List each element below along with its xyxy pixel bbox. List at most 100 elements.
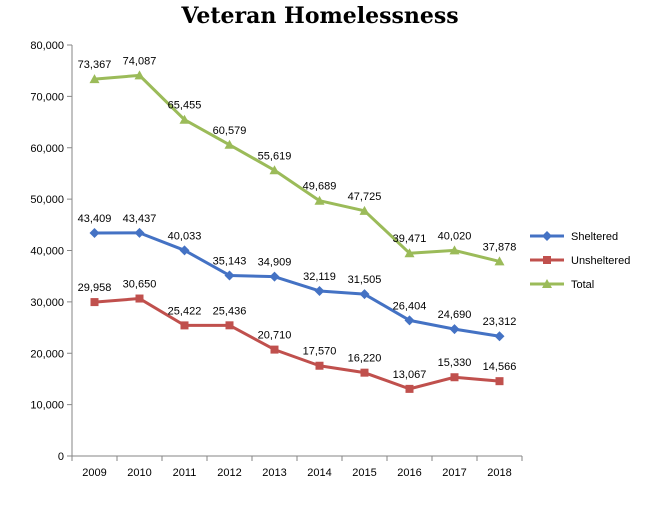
series-layer xyxy=(89,70,505,393)
series-line-unsheltered xyxy=(94,297,500,391)
x-tick-label: 2016 xyxy=(397,467,421,479)
data-label-total: 47,725 xyxy=(348,191,382,203)
data-point-sheltered xyxy=(404,315,415,326)
legend-marker-unsheltered xyxy=(543,256,551,264)
legend-label-total: Total xyxy=(571,279,594,291)
chart-title: Veteran Homelessness xyxy=(180,3,458,29)
legend-item-unsheltered: Unsheltered xyxy=(530,255,630,267)
data-point-sheltered xyxy=(314,285,325,296)
data-label-sheltered: 40,033 xyxy=(168,230,202,242)
y-tick-label: 40,000 xyxy=(30,246,64,258)
data-label-total: 55,619 xyxy=(258,150,292,162)
y-tick-label: 50,000 xyxy=(30,194,64,206)
data-point-unsheltered xyxy=(360,368,369,377)
legend: Sheltered Unsheltered Total xyxy=(530,231,630,291)
data-label-sheltered: 34,909 xyxy=(258,257,292,269)
y-tick-label: 0 xyxy=(58,451,64,463)
axes: 0 10,000 20,000 30,000 40,000 50,000 60,000 70,… xyxy=(30,40,523,479)
data-point-unsheltered xyxy=(90,298,99,307)
x-tick-label: 2010 xyxy=(127,467,151,479)
data-label-total: 73,367 xyxy=(78,59,112,71)
x-tick-label: 2013 xyxy=(262,467,286,479)
data-point-total xyxy=(314,195,325,205)
legend-item-sheltered: Sheltered xyxy=(530,231,618,243)
x-tick-label: 2009 xyxy=(82,467,106,479)
data-label-total: 40,020 xyxy=(438,230,472,242)
legend-item-total: Total xyxy=(530,279,594,291)
data-point-total xyxy=(134,70,145,80)
data-label-total: 60,579 xyxy=(213,125,247,137)
data-label-sheltered: 24,690 xyxy=(438,309,472,321)
data-label-unsheltered: 17,570 xyxy=(303,346,337,358)
data-point-total xyxy=(89,74,100,84)
x-tick-label: 2012 xyxy=(217,467,241,479)
data-point-total xyxy=(179,114,190,124)
data-label-total: 37,878 xyxy=(483,241,517,253)
data-point-unsheltered xyxy=(135,294,144,303)
data-label-unsheltered: 14,566 xyxy=(483,361,517,373)
legend-marker-total xyxy=(542,279,552,288)
y-tick-label: 10,000 xyxy=(30,400,64,412)
data-point-sheltered xyxy=(224,270,235,281)
series-total xyxy=(89,70,505,266)
x-tick-label: 2011 xyxy=(173,467,197,479)
data-point-sheltered xyxy=(359,289,370,300)
data-label-total: 49,689 xyxy=(303,181,337,193)
y-tick-label: 80,000 xyxy=(30,40,64,52)
data-point-sheltered xyxy=(179,245,190,256)
data-point-total xyxy=(224,139,235,149)
data-label-unsheltered: 25,422 xyxy=(168,305,202,317)
data-label-total: 65,455 xyxy=(168,100,202,112)
data-label-unsheltered: 20,710 xyxy=(258,330,292,342)
data-point-unsheltered xyxy=(270,345,279,354)
data-label-unsheltered: 15,330 xyxy=(438,357,472,369)
data-point-unsheltered xyxy=(495,377,504,386)
x-tick-label: 2015 xyxy=(352,467,376,479)
data-labels: 43,409 43,437 40,033 35,143 34,909 32,119 31,5… xyxy=(78,55,517,380)
data-point-total xyxy=(269,165,280,175)
data-point-sheltered xyxy=(494,331,505,342)
data-label-sheltered: 43,409 xyxy=(78,213,112,225)
data-label-sheltered: 26,404 xyxy=(393,300,427,312)
data-label-sheltered: 35,143 xyxy=(213,255,247,267)
data-label-unsheltered: 29,958 xyxy=(78,282,112,294)
data-label-total: 74,087 xyxy=(123,55,157,67)
data-point-unsheltered xyxy=(450,373,459,382)
data-point-sheltered xyxy=(269,271,280,282)
data-point-unsheltered xyxy=(225,321,234,330)
data-label-sheltered: 43,437 xyxy=(123,213,157,225)
data-label-sheltered: 31,505 xyxy=(348,274,382,286)
data-point-sheltered xyxy=(449,324,460,335)
y-tick-label: 60,000 xyxy=(30,143,64,155)
data-point-total xyxy=(404,248,415,258)
data-point-unsheltered xyxy=(315,361,324,370)
series-line-total xyxy=(94,73,500,263)
series-line-sheltered xyxy=(94,231,500,338)
data-point-sheltered xyxy=(134,227,145,238)
data-label-unsheltered: 25,436 xyxy=(213,305,247,317)
data-label-total: 39,471 xyxy=(393,233,427,245)
x-tick-label: 2017 xyxy=(442,467,466,479)
series-unsheltered xyxy=(90,294,504,393)
data-point-sheltered xyxy=(89,227,100,238)
y-tick-label: 70,000 xyxy=(30,91,64,103)
legend-label-unsheltered: Unsheltered xyxy=(571,255,630,267)
y-tick-label: 30,000 xyxy=(30,297,64,309)
data-label-sheltered: 32,119 xyxy=(303,271,336,283)
data-label-unsheltered: 13,067 xyxy=(393,369,427,381)
data-label-unsheltered: 16,220 xyxy=(348,353,382,365)
data-point-total xyxy=(449,245,460,255)
x-tick-label: 2018 xyxy=(487,467,511,479)
data-point-unsheltered xyxy=(180,321,189,330)
data-point-total xyxy=(359,205,370,215)
series-sheltered xyxy=(89,227,505,342)
legend-marker-sheltered xyxy=(542,231,552,241)
legend-label-sheltered: Sheltered xyxy=(571,231,618,243)
data-label-sheltered: 23,312 xyxy=(483,316,517,328)
x-tick-label: 2014 xyxy=(307,467,331,479)
data-point-unsheltered xyxy=(405,384,414,393)
data-point-total xyxy=(494,256,505,266)
y-tick-label: 20,000 xyxy=(30,348,64,360)
